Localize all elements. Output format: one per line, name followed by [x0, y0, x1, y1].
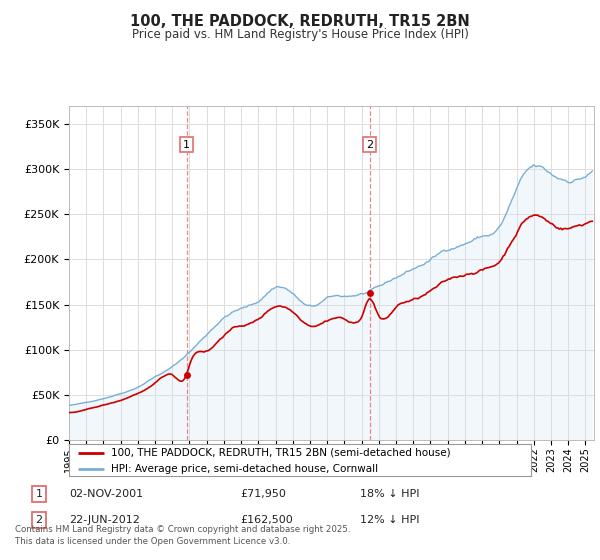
Text: 22-JUN-2012: 22-JUN-2012: [69, 515, 140, 525]
Text: 1: 1: [183, 139, 190, 150]
Text: 02-NOV-2001: 02-NOV-2001: [69, 489, 143, 499]
Text: Contains HM Land Registry data © Crown copyright and database right 2025.
This d: Contains HM Land Registry data © Crown c…: [15, 525, 350, 546]
Text: £71,950: £71,950: [240, 489, 286, 499]
Text: HPI: Average price, semi-detached house, Cornwall: HPI: Average price, semi-detached house,…: [110, 464, 378, 474]
Text: 1: 1: [35, 489, 43, 499]
Text: £162,500: £162,500: [240, 515, 293, 525]
Text: 100, THE PADDOCK, REDRUTH, TR15 2BN: 100, THE PADDOCK, REDRUTH, TR15 2BN: [130, 14, 470, 29]
Text: 12% ↓ HPI: 12% ↓ HPI: [360, 515, 419, 525]
Text: Price paid vs. HM Land Registry's House Price Index (HPI): Price paid vs. HM Land Registry's House …: [131, 28, 469, 41]
Text: 2: 2: [35, 515, 43, 525]
Text: 18% ↓ HPI: 18% ↓ HPI: [360, 489, 419, 499]
Text: 2: 2: [366, 139, 373, 150]
Text: 100, THE PADDOCK, REDRUTH, TR15 2BN (semi-detached house): 100, THE PADDOCK, REDRUTH, TR15 2BN (sem…: [110, 447, 450, 458]
